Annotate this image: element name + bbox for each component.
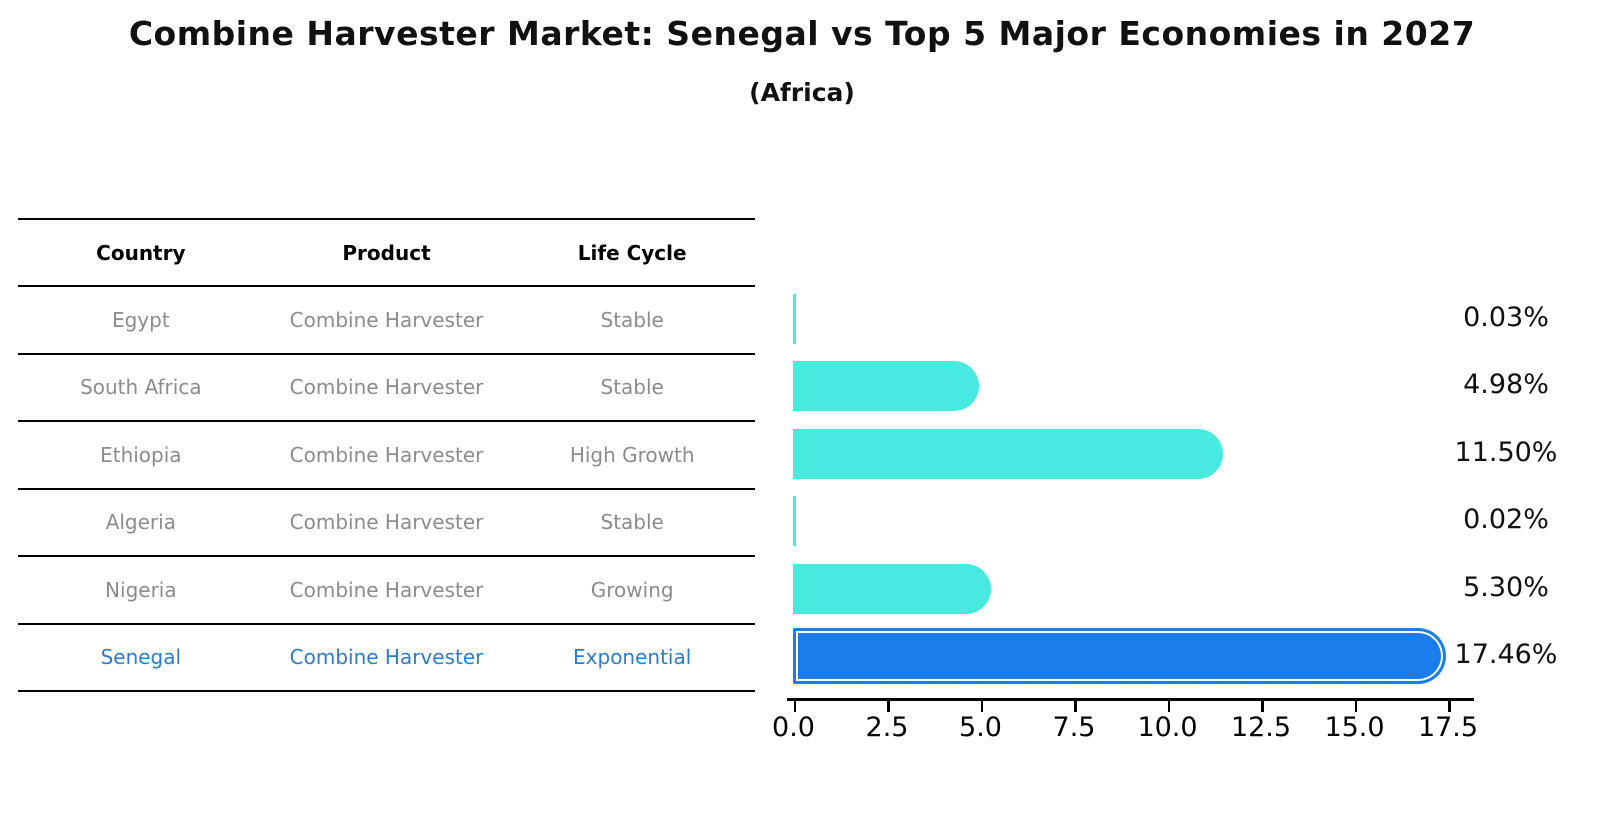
value-label-senegal: 17.46% — [1454, 639, 1558, 671]
bar-nigeria — [793, 563, 992, 614]
column-header-life-cycle: Life Cycle — [577, 240, 687, 265]
bar-row-egypt — [793, 285, 1493, 353]
x-tick-mark — [887, 701, 890, 712]
product-cell: Combine Harvester — [289, 375, 484, 400]
column-header-country: Country — [96, 240, 186, 265]
table-row: Nigeria Combine Harvester Growing — [18, 555, 755, 623]
product-cell: Combine Harvester — [289, 307, 484, 332]
x-tick-mark — [1074, 701, 1077, 712]
country-cell: Ethiopia — [100, 442, 182, 467]
x-tick-label: 10.0 — [1137, 712, 1198, 743]
value-label-south-africa: 4.98% — [1463, 369, 1549, 401]
country-cell: Algeria — [105, 510, 176, 535]
x-tick-mark — [1167, 701, 1170, 712]
bar-row-senegal — [793, 623, 1493, 691]
x-tick-mark — [1448, 701, 1451, 712]
country-cell: Senegal — [100, 645, 182, 670]
product-cell: Combine Harvester — [289, 510, 484, 535]
bar-row-algeria — [793, 488, 1493, 556]
column-header-product: Product — [342, 240, 431, 265]
product-cell: Combine Harvester — [289, 645, 484, 670]
life-cycle-cell: Exponential — [573, 645, 692, 670]
table-header-row: Country Product Life Cycle — [18, 218, 755, 285]
table-bottom-rule — [18, 690, 755, 692]
life-cycle-cell: Stable — [600, 510, 664, 535]
page-subtitle: (Africa) — [749, 78, 855, 107]
x-tick-mark — [1354, 701, 1357, 712]
table-row: Algeria Combine Harvester Stable — [18, 487, 755, 556]
table-body: Egypt Combine Harvester Stable South Afr… — [18, 285, 755, 690]
bar-row-ethiopia — [793, 420, 1493, 488]
life-cycle-cell: High Growth — [569, 442, 695, 467]
country-cell: South Africa — [80, 375, 202, 400]
x-tick-mark — [980, 701, 983, 712]
x-axis-line — [787, 698, 1474, 701]
x-tick-label: 12.5 — [1230, 712, 1292, 743]
page-title: Combine Harvester Market: Senegal vs Top… — [128, 14, 1476, 53]
x-tick-label: 15.0 — [1324, 712, 1385, 743]
life-cycle-cell: Growing — [590, 577, 674, 602]
x-tick-label: 7.5 — [1052, 712, 1096, 743]
x-tick-mark — [793, 701, 796, 712]
value-label-ethiopia: 11.50% — [1454, 436, 1558, 468]
product-cell: Combine Harvester — [289, 577, 484, 602]
x-tick-label: 5.0 — [959, 712, 1002, 743]
bar-row-nigeria — [793, 555, 1493, 623]
country-cell: Nigeria — [105, 577, 177, 602]
x-tick-label: 2.5 — [865, 712, 909, 743]
product-cell: Combine Harvester — [289, 442, 484, 467]
bar-row-south-africa — [793, 353, 1493, 421]
x-tick-mark — [1261, 701, 1264, 712]
bar-senegal — [793, 628, 1446, 685]
x-tick-label: 17.5 — [1417, 712, 1479, 743]
bar-ethiopia — [793, 428, 1224, 479]
table-row: Egypt Combine Harvester Stable — [18, 285, 755, 353]
life-cycle-cell: Stable — [600, 375, 664, 400]
bar-algeria — [793, 496, 796, 547]
value-label-nigeria: 5.30% — [1463, 571, 1549, 603]
table-row: South Africa Combine Harvester Stable — [18, 352, 755, 421]
x-tick-label: 0.0 — [772, 712, 815, 743]
country-cell: Egypt — [111, 307, 170, 332]
table-row: Senegal Combine Harvester Exponential — [18, 622, 755, 691]
bar-south-africa — [793, 361, 980, 412]
table-row: Ethiopia Combine Harvester High Growth — [18, 420, 755, 488]
value-label-algeria: 0.02% — [1463, 504, 1549, 536]
country-info-table: Country Product Life Cycle Egypt Combine… — [18, 218, 755, 692]
life-cycle-cell: Stable — [600, 307, 664, 332]
value-label-egypt: 0.03% — [1463, 301, 1549, 333]
bar-egypt — [793, 293, 796, 344]
